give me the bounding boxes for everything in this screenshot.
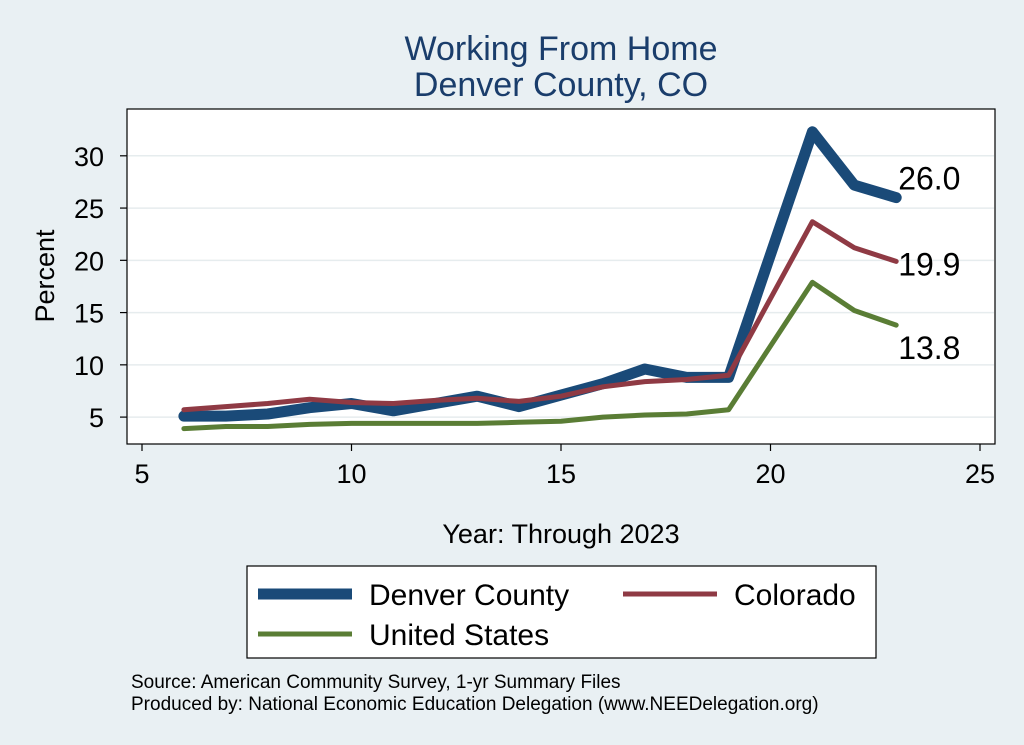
producer-note: Produced by: National Economic Education… (131, 694, 819, 715)
y-axis-title: Percent (30, 229, 60, 323)
y-tick-label: 10 (74, 351, 104, 381)
x-axis-title: Year: Through 2023 (442, 519, 679, 549)
x-tick-label: 20 (755, 459, 785, 489)
legend (246, 565, 877, 659)
series-line-united-states (181, 279, 899, 432)
x-tick-label: 5 (134, 459, 149, 489)
legend-label: Denver County (369, 579, 569, 612)
series-line-colorado (181, 219, 899, 413)
y-tick-label: 30 (74, 142, 104, 172)
y-tick-label: 25 (74, 194, 104, 224)
x-tick-label: 15 (546, 459, 576, 489)
end-label-denver-county: 26.0 (898, 161, 960, 197)
legend-label: Colorado (734, 579, 856, 612)
end-label-colorado: 19.9 (898, 246, 960, 282)
chart-title-line-1: Working From Home (405, 30, 718, 68)
y-tick-label: 15 (74, 299, 104, 329)
end-label-united-states: 13.8 (898, 330, 960, 366)
x-tick-label: 25 (965, 459, 995, 489)
series-lines (178, 126, 902, 432)
legend-label: United States (369, 619, 549, 652)
x-tick-label: 10 (336, 459, 366, 489)
axes: 5 10 15 20 25 30 5 10 15 20 25 (74, 142, 995, 489)
legend-items: Denver County Colorado United States (258, 579, 856, 652)
chart-title-line-2: Denver County, CO (414, 66, 708, 104)
series-line-denver-county (178, 126, 902, 422)
y-tick-label: 20 (74, 246, 104, 276)
plot-area (126, 108, 996, 445)
y-tick-label: 5 (89, 403, 104, 433)
end-labels: 26.0 19.9 13.8 (898, 161, 960, 367)
source-note: Source: American Community Survey, 1-yr … (131, 672, 621, 693)
